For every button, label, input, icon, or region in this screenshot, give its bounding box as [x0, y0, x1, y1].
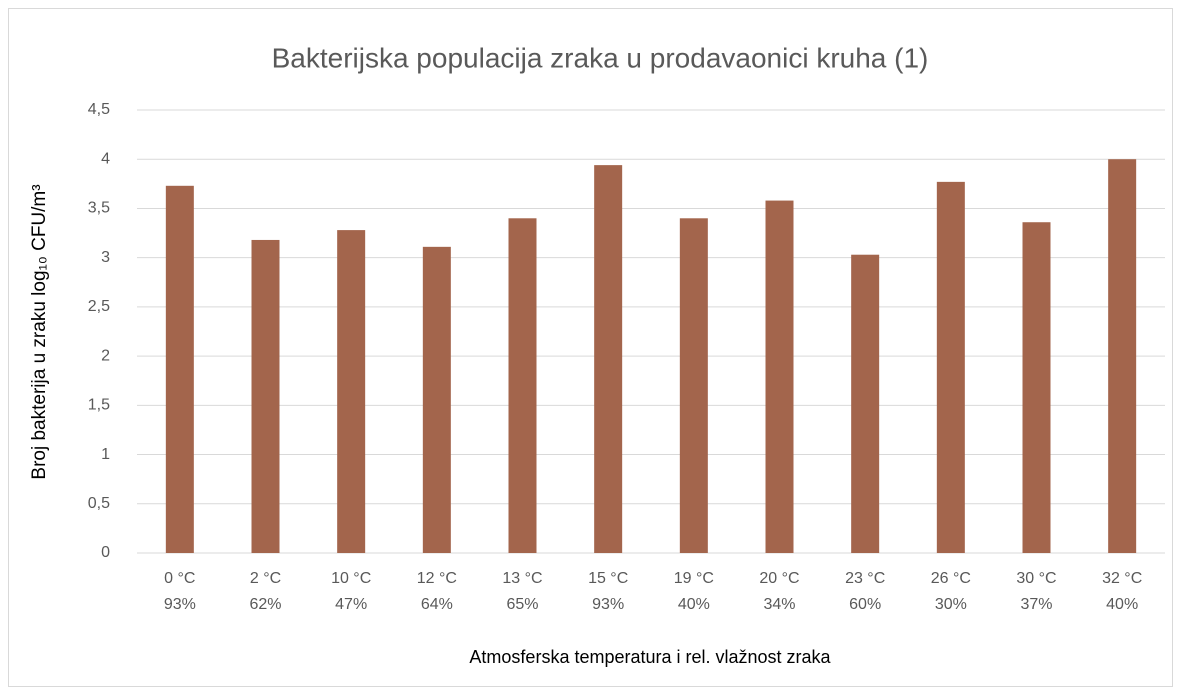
y-tick-label: 4 [101, 150, 110, 167]
y-tick-label: 0,5 [88, 495, 110, 512]
y-tick-label: 4,5 [88, 101, 110, 118]
bar [765, 200, 794, 553]
bar [337, 230, 366, 553]
y-tick-label: 3,5 [88, 200, 110, 217]
x-tick-label: 32 °C 40% [1102, 570, 1142, 613]
x-tick-label: 30 °C 37% [1016, 570, 1056, 613]
x-tick-label: 10 °C 47% [331, 570, 371, 613]
y-tick-label: 2 [101, 347, 110, 364]
bar [936, 181, 965, 553]
y-axis-title: Broj bakterija u zraku log₁₀ CFU/m³ [29, 184, 50, 479]
y-tick-label: 1,5 [88, 397, 110, 414]
bar [251, 239, 280, 554]
x-axis-title: Atmosferska temperatura i rel. vlažnost … [469, 647, 831, 667]
bar [1108, 159, 1137, 553]
y-tick-label: 1 [101, 446, 110, 463]
x-tick-label: 12 °C 64% [417, 570, 457, 613]
chart-title: Bakterijska populacija zraka u prodavaon… [272, 42, 929, 73]
x-tick-label: 0 °C 93% [164, 570, 196, 613]
y-tick-label: 3 [101, 249, 110, 266]
bar [422, 246, 451, 554]
bar [165, 185, 194, 553]
x-tick-label: 23 °C 60% [845, 570, 885, 613]
bar [508, 218, 537, 554]
y-tick-label: 0 [101, 544, 110, 561]
bar [594, 165, 623, 553]
y-tick-label: 2,5 [88, 298, 110, 315]
x-tick-label: 26 °C 30% [931, 570, 971, 613]
bar [1022, 222, 1051, 553]
bar [851, 254, 880, 554]
x-tick-label: 15 °C 93% [588, 570, 628, 613]
x-tick-label: 19 °C 40% [674, 570, 714, 613]
chart-frame [8, 8, 1173, 687]
x-tick-label: 2 °C 62% [249, 570, 281, 613]
x-tick-label: 13 °C 65% [502, 570, 542, 613]
bar [679, 218, 708, 554]
x-tick-label: 20 °C 34% [759, 570, 799, 613]
